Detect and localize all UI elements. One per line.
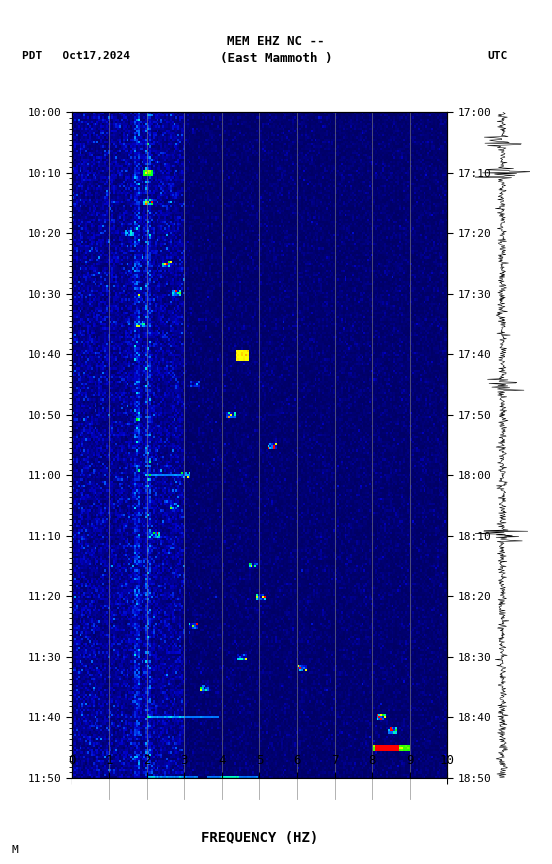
Text: MEM EHZ NC --: MEM EHZ NC -- bbox=[227, 35, 325, 48]
Text: UTC: UTC bbox=[487, 51, 508, 61]
Text: M: M bbox=[11, 845, 18, 855]
Text: FREQUENCY (HZ): FREQUENCY (HZ) bbox=[201, 831, 318, 845]
Text: (East Mammoth ): (East Mammoth ) bbox=[220, 52, 332, 65]
Text: PDT   Oct17,2024: PDT Oct17,2024 bbox=[22, 51, 130, 61]
